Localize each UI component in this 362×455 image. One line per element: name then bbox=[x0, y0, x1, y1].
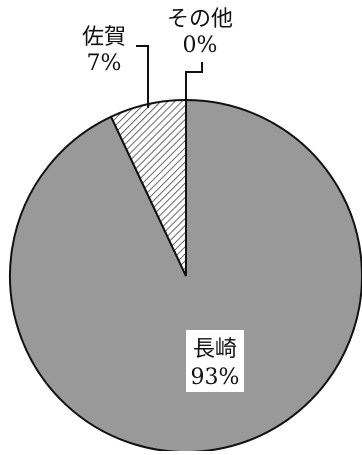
slice-value-other: 0% bbox=[183, 33, 218, 58]
slice-value-saga: 7% bbox=[87, 51, 122, 76]
slice-label-other: その他 bbox=[167, 7, 233, 32]
label-box-nagasaki bbox=[186, 330, 244, 392]
pie-slices bbox=[9, 98, 362, 453]
slice-label-nagasaki: 長崎 bbox=[193, 337, 237, 362]
leader-line-saga bbox=[136, 45, 149, 108]
slice-value-nagasaki: 93% bbox=[191, 365, 240, 390]
leader-line-other bbox=[185, 62, 203, 100]
pie-slice-nagasaki bbox=[9, 98, 362, 453]
slice-label-saga: 佐賀 bbox=[82, 25, 126, 50]
